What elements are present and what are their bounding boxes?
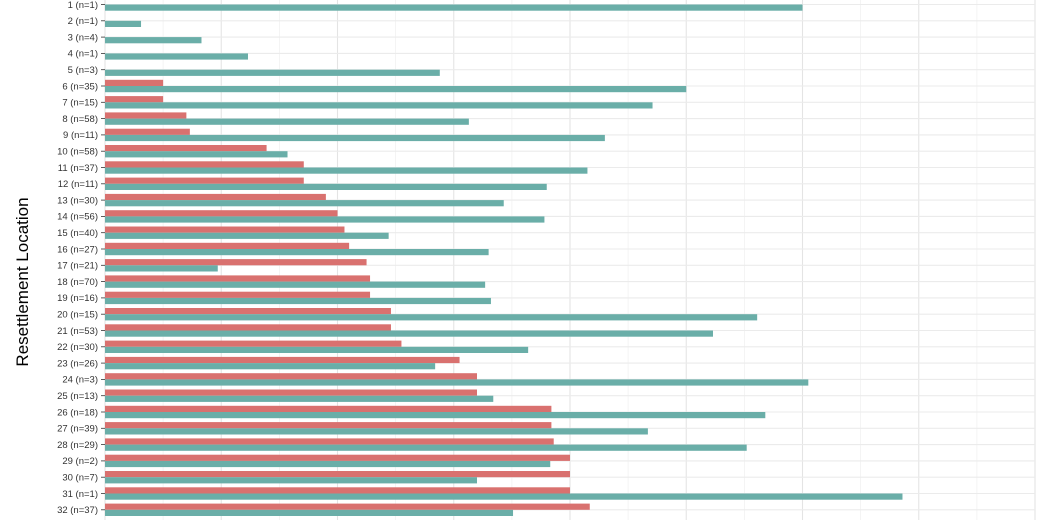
- bar-series-2: [105, 200, 504, 207]
- bar-series-2: [105, 395, 494, 402]
- y-tick-label: 31 (n=1): [62, 489, 98, 500]
- bar-series-1: [105, 356, 460, 364]
- y-tick-label: 22 (n=30): [57, 342, 98, 353]
- y-tick-label: 18 (n=70): [57, 277, 98, 288]
- y-tick-label: 19 (n=16): [57, 293, 98, 304]
- bar-series-2: [105, 69, 440, 76]
- bar-series-2: [105, 477, 477, 484]
- bar-series-2: [105, 86, 687, 93]
- bar-series-2: [105, 330, 713, 337]
- bar-series-2: [105, 379, 809, 386]
- bar-series-2: [105, 134, 605, 142]
- bar-series-1: [105, 308, 391, 315]
- y-tick-label: 25 (n=13): [57, 391, 98, 402]
- bar-series-1: [105, 259, 367, 266]
- bar-series-2: [105, 151, 288, 158]
- bar-series-1: [105, 422, 552, 429]
- bar-series-2: [105, 428, 648, 435]
- bar-series-2: [105, 346, 529, 353]
- bar-series-1: [105, 373, 477, 380]
- bar-series-2: [105, 460, 551, 468]
- bar-series-1: [105, 210, 338, 217]
- bar-series-1: [105, 193, 326, 201]
- y-tick-label: 3 (n=4): [68, 32, 98, 43]
- bar-series-2: [105, 249, 489, 256]
- y-tick-label: 8 (n=58): [62, 114, 98, 125]
- y-tick-labels: 1 (n=1) 2 (n=1) 3 (n=4) 4 (n=1) 5 (n=3) 6 (n=…: [57, 0, 105, 516]
- y-tick-label: 16 (n=27): [57, 244, 98, 255]
- y-tick-label: 10 (n=58): [57, 147, 98, 158]
- bar-series-2: [105, 4, 803, 11]
- bar-series-2: [105, 167, 588, 174]
- bar-series-1: [105, 226, 345, 233]
- y-tick-label: 6 (n=35): [62, 81, 98, 92]
- y-axis-label: Resettlement Location: [13, 197, 32, 366]
- bar-series-1: [105, 275, 371, 282]
- y-tick-label: 14 (n=56): [57, 212, 98, 223]
- bar-series-2: [105, 265, 218, 272]
- bar-series-2: [105, 232, 389, 239]
- bar-series-2: [105, 493, 903, 500]
- bar-series-2: [105, 53, 248, 60]
- y-tick-label: 2 (n=1): [68, 16, 98, 27]
- y-tick-label: 20 (n=15): [57, 310, 98, 321]
- y-tick-label: 7 (n=15): [62, 98, 98, 109]
- y-tick-label: 21 (n=53): [57, 326, 98, 337]
- bar-series-1: [105, 145, 267, 152]
- bar-series-1: [105, 503, 590, 510]
- bar-series-1: [105, 177, 304, 184]
- y-tick-label: 9 (n=11): [63, 130, 98, 141]
- y-tick-label: 5 (n=3): [68, 65, 98, 76]
- bar-series-1: [105, 242, 350, 249]
- bar-series-2: [105, 444, 747, 451]
- bars: [105, 4, 903, 516]
- bar-series-1: [105, 112, 187, 119]
- bar-series-2: [105, 118, 469, 125]
- y-tick-label: 24 (n=3): [62, 375, 98, 386]
- bar-series-1: [105, 324, 391, 331]
- bar-series-2: [105, 281, 486, 288]
- bar-series-2: [105, 216, 545, 223]
- bar-series-1: [105, 471, 570, 478]
- y-tick-label: 4 (n=1): [68, 49, 98, 60]
- bar-series-1: [105, 454, 570, 461]
- y-tick-label: 29 (n=2): [62, 456, 98, 467]
- bar-series-2: [105, 509, 514, 516]
- bar-series-1: [105, 340, 402, 347]
- bar-series-1: [105, 128, 190, 135]
- bar-series-2: [105, 297, 491, 305]
- bar-series-2: [105, 20, 142, 27]
- y-tick-label: 13 (n=30): [57, 195, 98, 206]
- y-tick-label: 27 (n=39): [57, 424, 98, 435]
- bar-series-1: [105, 161, 304, 168]
- bar-series-2: [105, 363, 436, 370]
- bar-series-2: [105, 183, 547, 190]
- y-tick-label: 23 (n=26): [57, 358, 98, 369]
- y-tick-label: 15 (n=40): [57, 228, 98, 239]
- y-tick-label: 17 (n=21): [57, 261, 98, 272]
- y-tick-label: 28 (n=29): [57, 440, 98, 451]
- bar-series-2: [105, 37, 202, 44]
- y-tick-label: 11 (n=37): [58, 163, 98, 174]
- bar-series-1: [105, 96, 164, 103]
- bar-series-2: [105, 314, 758, 321]
- bar-series-2: [105, 412, 766, 419]
- bar-series-1: [105, 389, 477, 396]
- y-tick-label: 30 (n=7): [62, 473, 98, 484]
- bar-series-1: [105, 438, 554, 445]
- bar-series-1: [105, 291, 371, 298]
- bar-series-1: [105, 79, 164, 86]
- y-tick-label: 1 (n=1): [68, 0, 98, 11]
- bar-series-2: [105, 102, 653, 109]
- y-tick-label: 32 (n=37): [57, 505, 98, 516]
- bar-series-1: [105, 405, 552, 412]
- bar-series-1: [105, 487, 570, 494]
- y-tick-label: 12 (n=11): [58, 179, 98, 190]
- y-tick-label: 26 (n=18): [57, 407, 98, 418]
